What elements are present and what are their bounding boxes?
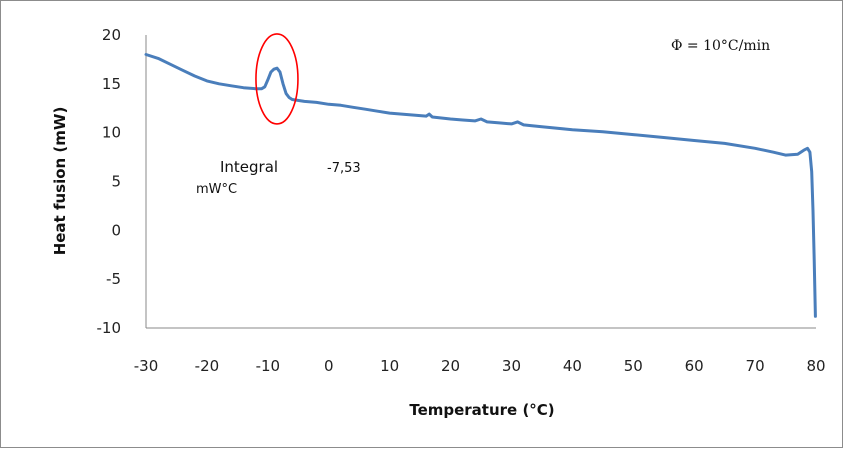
peak-highlight-ellipse — [255, 33, 299, 125]
integral-unit: mW°C — [196, 182, 237, 197]
y-tick-label: 0 — [111, 221, 121, 239]
x-tick-label: 30 — [502, 357, 521, 375]
heating-rate-annotation: Φ = 10°C/min — [671, 38, 770, 54]
x-tick-label: -10 — [256, 357, 281, 375]
x-tick-labels: -30 -20 -10 0 10 20 30 40 50 60 70 80 — [134, 357, 826, 375]
x-tick-label: 0 — [324, 357, 334, 375]
y-tick-label: 5 — [111, 173, 121, 191]
x-tick-label: 60 — [685, 357, 704, 375]
x-tick-label: 80 — [806, 357, 825, 375]
heat-flow-line — [144, 53, 817, 318]
x-tick-label: 40 — [563, 357, 582, 375]
axes — [145, 35, 816, 329]
x-tick-label: -30 — [134, 357, 159, 375]
y-axis-title: Heat fusion (mW) — [51, 107, 69, 256]
integral-label: Integral — [220, 158, 278, 176]
y-tick-label: -10 — [97, 319, 122, 337]
x-tick-label: -20 — [195, 357, 220, 375]
x-tick-label: 20 — [441, 357, 460, 375]
x-tick-label: 70 — [746, 357, 765, 375]
y-tick-label: -5 — [106, 270, 121, 288]
x-tick-label: 10 — [380, 357, 399, 375]
y-tick-label: 10 — [102, 124, 121, 142]
y-tick-labels: 20 15 10 5 0 -5 -10 — [97, 26, 122, 337]
y-tick-label: 15 — [102, 75, 121, 93]
integral-value: -7,53 — [327, 161, 361, 176]
y-tick-label: 20 — [102, 26, 121, 44]
x-axis-title: Temperature (°C) — [409, 401, 554, 419]
x-tick-label: 50 — [624, 357, 643, 375]
